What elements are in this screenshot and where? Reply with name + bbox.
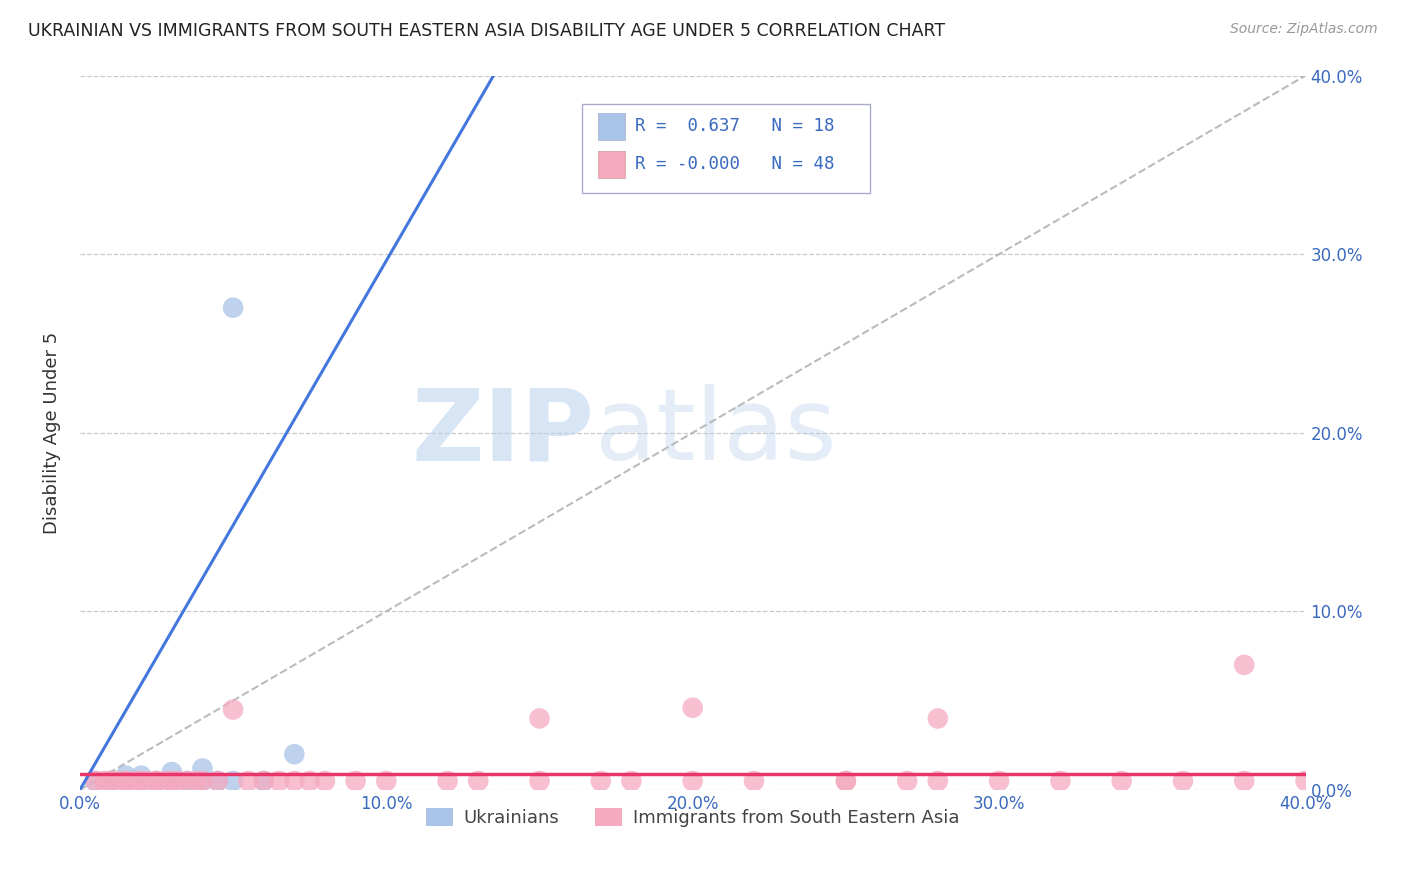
FancyBboxPatch shape <box>599 151 626 178</box>
Text: atlas: atlas <box>595 384 837 481</box>
Point <box>145 774 167 789</box>
Point <box>267 774 290 789</box>
Point <box>529 711 551 725</box>
Point <box>155 774 177 789</box>
Point <box>84 774 107 789</box>
Text: ZIP: ZIP <box>412 384 595 481</box>
Point <box>124 774 146 789</box>
Point <box>835 774 858 789</box>
Point <box>222 702 245 716</box>
Point <box>1171 774 1194 789</box>
Point <box>160 774 183 789</box>
Point <box>176 774 198 789</box>
Point <box>186 774 208 789</box>
Point <box>314 774 336 789</box>
Point <box>988 774 1011 789</box>
Point <box>145 774 167 789</box>
Point <box>589 774 612 789</box>
Point <box>283 747 305 762</box>
FancyBboxPatch shape <box>582 104 870 194</box>
Point <box>129 769 152 783</box>
Point <box>298 774 321 789</box>
Point <box>222 774 245 789</box>
Point <box>129 774 152 789</box>
Point <box>896 774 918 789</box>
Point <box>1233 657 1256 672</box>
Point <box>344 774 367 789</box>
Point <box>222 301 245 315</box>
Point <box>191 774 214 789</box>
Point <box>207 774 229 789</box>
Point <box>84 774 107 789</box>
Point <box>136 774 159 789</box>
Legend: Ukrainians, Immigrants from South Eastern Asia: Ukrainians, Immigrants from South Easter… <box>419 801 967 835</box>
Point <box>105 774 128 789</box>
Point <box>191 774 214 789</box>
Point <box>436 774 458 789</box>
Text: R = -0.000   N = 48: R = -0.000 N = 48 <box>636 155 835 173</box>
Point <box>93 774 115 789</box>
Point <box>1049 774 1071 789</box>
Point <box>100 774 122 789</box>
Point <box>682 700 704 714</box>
Point <box>682 774 704 789</box>
Y-axis label: Disability Age Under 5: Disability Age Under 5 <box>44 332 60 533</box>
Point <box>253 774 276 789</box>
Point <box>620 774 643 789</box>
Point <box>114 774 136 789</box>
Point <box>100 774 122 789</box>
Point <box>529 774 551 789</box>
Point <box>467 774 489 789</box>
FancyBboxPatch shape <box>599 112 626 140</box>
Point <box>207 774 229 789</box>
Point <box>1233 774 1256 789</box>
Point <box>114 769 136 783</box>
Point <box>238 774 260 789</box>
Point <box>742 774 765 789</box>
Point <box>114 774 136 789</box>
Point <box>145 774 167 789</box>
Point <box>1111 774 1133 789</box>
Point <box>835 774 858 789</box>
Point <box>100 774 122 789</box>
Text: UKRAINIAN VS IMMIGRANTS FROM SOUTH EASTERN ASIA DISABILITY AGE UNDER 5 CORRELATI: UKRAINIAN VS IMMIGRANTS FROM SOUTH EASTE… <box>28 22 945 40</box>
Point <box>1295 774 1317 789</box>
Point <box>191 762 214 776</box>
Point <box>160 765 183 780</box>
Point <box>167 774 190 789</box>
Point <box>176 774 198 789</box>
Point <box>114 774 136 789</box>
Point <box>375 774 398 789</box>
Point <box>927 774 949 789</box>
Text: Source: ZipAtlas.com: Source: ZipAtlas.com <box>1230 22 1378 37</box>
Point <box>927 711 949 725</box>
Point <box>160 774 183 789</box>
Point <box>129 774 152 789</box>
Text: R =  0.637   N = 18: R = 0.637 N = 18 <box>636 117 835 136</box>
Point <box>283 774 305 789</box>
Point <box>253 774 276 789</box>
